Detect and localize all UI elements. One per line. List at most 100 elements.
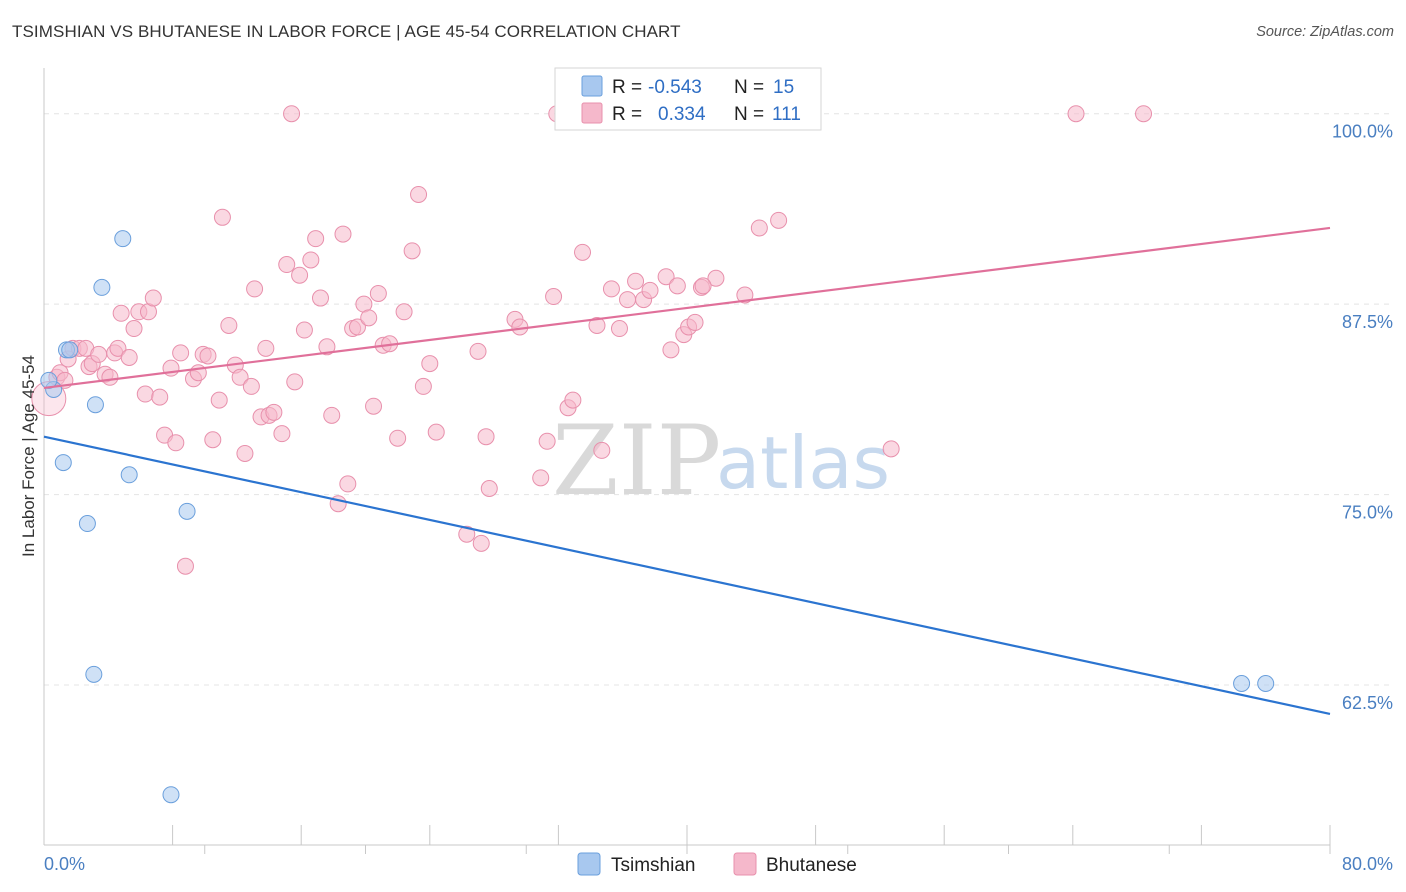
bhutanese-point-42 bbox=[257, 339, 275, 357]
legend-n-value-bhutanese: 111 bbox=[772, 104, 801, 125]
bhutanese-point-69 bbox=[403, 242, 421, 260]
bhutanese-point-25 bbox=[167, 434, 185, 452]
bhutanese-point-75 bbox=[469, 342, 487, 360]
legend-box: R = -0.543 N = 15 R = 0.334 N = 111 bbox=[554, 67, 822, 131]
bhutanese-point-39 bbox=[242, 377, 260, 395]
tsimshian-point-3 bbox=[61, 341, 79, 359]
tsimshian-point-1 bbox=[54, 454, 72, 472]
bhutanese-point-58 bbox=[339, 475, 357, 493]
bhutanese-point-76 bbox=[472, 534, 490, 552]
bhutanese-point-110 bbox=[694, 277, 712, 295]
bhutanese-point-97 bbox=[662, 341, 680, 359]
chart-title: TSIMSHIAN VS BHUTANESE IN LABOR FORCE | … bbox=[12, 22, 681, 41]
legend-n-label-tsimshian: N = bbox=[734, 77, 764, 98]
y-axis-label: In Labor Force | Age 45-54 bbox=[19, 355, 38, 557]
bhutanese-trend-line bbox=[43, 226, 1331, 390]
bhutanese-point-67 bbox=[389, 429, 407, 447]
tsimshian-trend-line bbox=[43, 435, 1331, 716]
bhutanese-point-14 bbox=[109, 339, 127, 357]
bhutanese-point-57 bbox=[334, 225, 352, 243]
bhutanese-point-34 bbox=[213, 208, 231, 226]
legend-r-value-tsimshian: -0.543 bbox=[648, 77, 702, 98]
x-tick-label-max: 80.0% bbox=[1342, 854, 1393, 874]
bhutanese-point-95 bbox=[641, 281, 659, 299]
bhutanese-point-72 bbox=[421, 355, 439, 373]
bhutanese-point-49 bbox=[291, 266, 309, 284]
bhutanese-point-50 bbox=[295, 321, 313, 339]
bhutanese-point-107 bbox=[882, 440, 900, 458]
bhutanese-point-45 bbox=[273, 425, 291, 443]
bhutanese-point-83 bbox=[545, 288, 563, 306]
bhutanese-point-54 bbox=[318, 338, 336, 356]
bhutanese-point-73 bbox=[427, 423, 445, 441]
bhutanese-point-31 bbox=[199, 347, 217, 365]
y-tick-label-2: 87.5% bbox=[1342, 312, 1393, 332]
bhutanese-point-51 bbox=[302, 251, 320, 269]
watermark-zip: ZIP bbox=[552, 405, 721, 517]
bhutanese-point-68 bbox=[395, 303, 413, 321]
bhutanese-point-71 bbox=[414, 377, 432, 395]
bhutanese-point-40 bbox=[246, 280, 264, 298]
bhutanese-point-19 bbox=[136, 385, 154, 403]
watermark: ZIP atlas bbox=[552, 405, 890, 517]
bhutanese-point-70 bbox=[410, 185, 428, 203]
bhutanese-point-62 bbox=[360, 309, 378, 327]
bhutanese-point-74 bbox=[458, 525, 476, 543]
bhutanese-point-35 bbox=[220, 316, 238, 334]
tsimshian-point-9 bbox=[120, 466, 138, 484]
bhutanese-point-26 bbox=[172, 344, 190, 362]
bhutanese-point-103 bbox=[707, 269, 725, 287]
bhutanese-point-88 bbox=[588, 316, 606, 334]
bhutanese-point-104 bbox=[736, 286, 754, 304]
bhutanese-point-81 bbox=[532, 469, 550, 487]
bhutanese-point-78 bbox=[480, 479, 498, 497]
tsimshian-point-11 bbox=[178, 502, 196, 520]
bottom-legend-label-bhutanese: Bhutanese bbox=[766, 855, 857, 876]
x-ticks bbox=[172, 825, 1331, 854]
bhutanese-point-106 bbox=[770, 211, 788, 229]
bhutanese-point-91 bbox=[610, 320, 628, 338]
tsimshian-point-6 bbox=[86, 396, 104, 414]
bhutanese-point-96 bbox=[657, 268, 675, 286]
bottom-legend-label-tsimshian: Tsimshian bbox=[611, 855, 695, 876]
bottom-legend: Tsimshian Bhutanese bbox=[577, 852, 857, 876]
bhutanese-point-108 bbox=[1067, 105, 1085, 123]
gridlines bbox=[44, 113, 1393, 686]
bhutanese-point-60 bbox=[348, 318, 366, 336]
legend-n-label-bhutanese: N = bbox=[734, 104, 764, 125]
tsimshian-point-10 bbox=[162, 786, 180, 804]
bhutanese-point-89 bbox=[593, 441, 611, 459]
bhutanese-point-48 bbox=[286, 373, 304, 391]
y-tick-label-3: 100.0% bbox=[1332, 122, 1393, 142]
bhutanese-point-77 bbox=[477, 428, 495, 446]
bhutanese-point-90 bbox=[602, 280, 620, 298]
legend-swatch-tsimshian bbox=[581, 75, 603, 97]
source-label: Source: ZipAtlas.com bbox=[1256, 24, 1394, 40]
bhutanese-point-17 bbox=[125, 320, 143, 338]
x-tick-label-min: 0.0% bbox=[44, 854, 85, 874]
y-tick-labels: 62.5% 75.0% 87.5% 100.0% bbox=[1332, 122, 1393, 713]
bhutanese-point-33 bbox=[210, 391, 228, 409]
legend-r-label-tsimshian: R = bbox=[612, 77, 642, 98]
bhutanese-point-44 bbox=[265, 403, 283, 421]
bhutanese-points bbox=[31, 105, 1153, 575]
tsimshian-point-12 bbox=[1233, 675, 1251, 693]
bhutanese-point-55 bbox=[323, 406, 341, 424]
bhutanese-point-101 bbox=[686, 313, 704, 331]
bhutanese-point-82 bbox=[538, 432, 556, 450]
tsimshian-point-4 bbox=[78, 515, 96, 533]
bhutanese-point-22 bbox=[151, 388, 169, 406]
bhutanese-point-12 bbox=[101, 368, 119, 386]
bhutanese-point-38 bbox=[236, 444, 254, 462]
tsimshian-point-5 bbox=[85, 665, 103, 683]
tsimshian-point-7 bbox=[93, 278, 111, 296]
bhutanese-point-10 bbox=[90, 345, 108, 363]
bhutanese-point-109 bbox=[1135, 105, 1153, 123]
bhutanese-point-21 bbox=[144, 289, 162, 307]
bhutanese-point-105 bbox=[750, 219, 768, 237]
bhutanese-point-27 bbox=[176, 557, 194, 575]
legend-swatch-bhutanese bbox=[581, 102, 603, 124]
bhutanese-point-93 bbox=[627, 272, 645, 290]
bhutanese-point-98 bbox=[668, 277, 686, 295]
legend-r-value-bhutanese: 0.334 bbox=[658, 104, 706, 125]
